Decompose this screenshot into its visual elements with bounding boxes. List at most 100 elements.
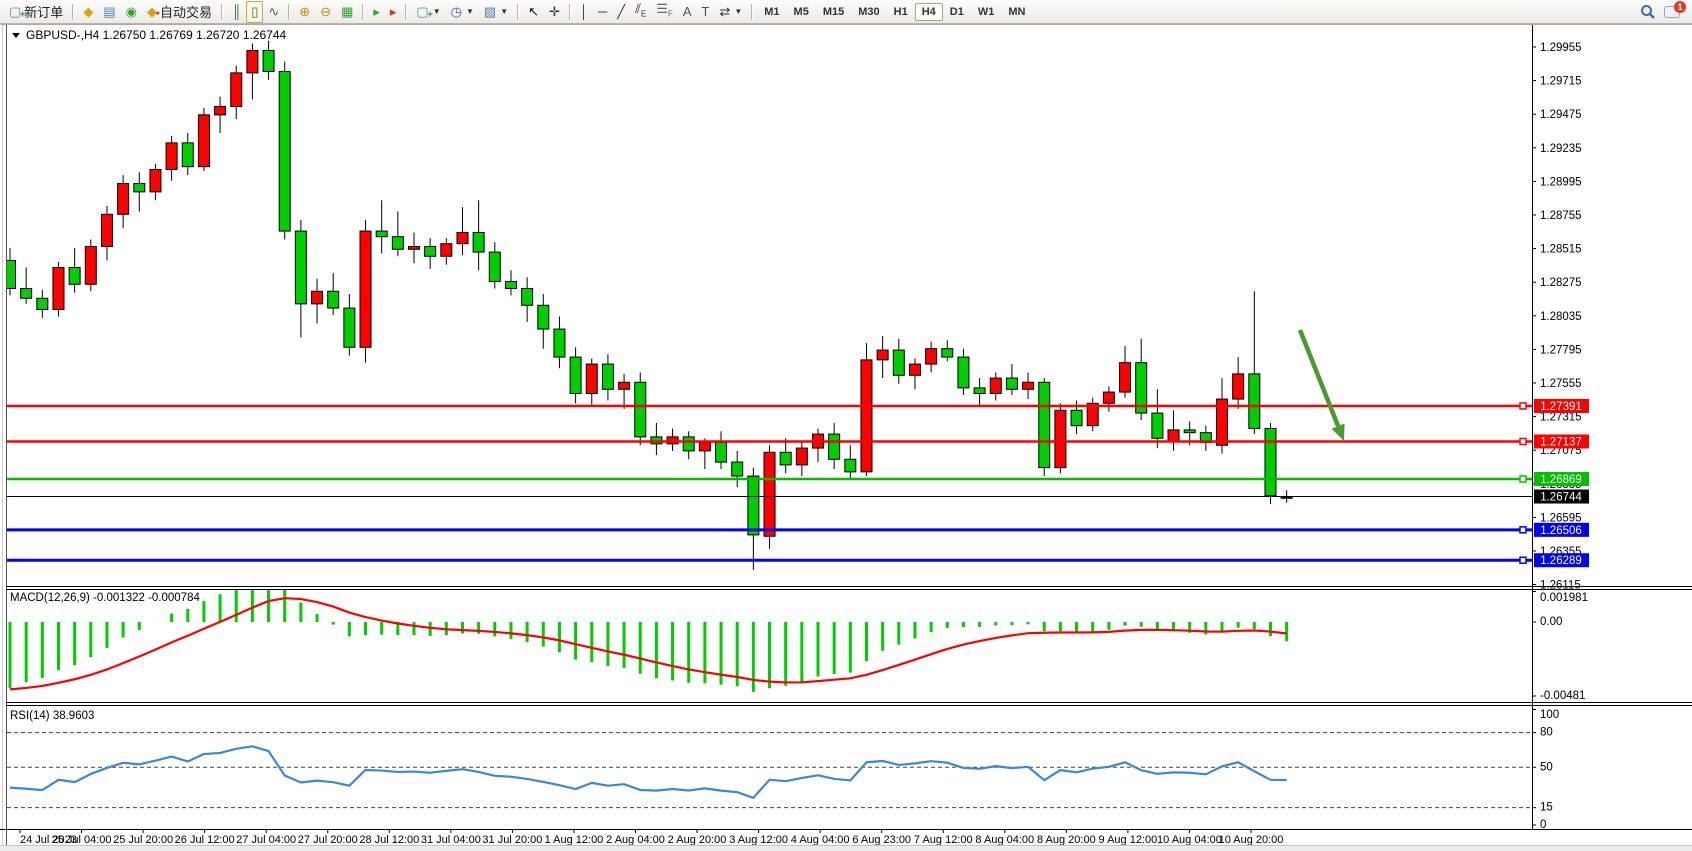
search-icon[interactable] [1640,4,1656,20]
candle-up [698,441,711,452]
rsi-axis-label: 50 [1540,761,1553,773]
candle-down [973,387,986,394]
price-badge-label: 1.27391 [1540,401,1582,413]
line-chart-button[interactable]: ∿ [263,1,284,23]
auto-trading-button[interactable]: ◆ ● 自动交易 [142,1,217,23]
macd-signal-line [9,597,1287,691]
candle-up [618,381,631,390]
candle-up [1280,496,1293,499]
fibonacci-button[interactable]: ☰F [651,1,678,23]
toolbar-group-timeframes: M1 M5 M15 M30 H1 H4 D1 W1 MN [757,1,1032,23]
timeframe-button-m1[interactable]: M1 [764,5,780,18]
toolbar-group-cursor: ↖ ✛ [523,1,565,23]
hline-support-line-blue-2[interactable]: 1.26289 [7,553,1589,568]
vertical-line-button[interactable]: │ [575,1,593,23]
candle-down [521,287,534,306]
candle-up [1167,429,1180,442]
candle-down [343,307,356,348]
candle-up [230,72,243,107]
chart-dropdown-icon[interactable] [12,33,20,38]
toolbar-group-zoom: ⊕ ⊖ ▦ [294,1,358,23]
price-badge-label: 1.26869 [1540,474,1582,486]
candle-down [715,441,728,463]
new-order-button[interactable]: ▢ + 新订单 [4,1,68,23]
trendline-button[interactable]: ╱ [612,1,630,23]
candle-up [246,49,259,74]
price-badge [1534,553,1589,568]
candlestick-button[interactable]: ▯ [246,0,264,23]
chart-canvas[interactable]: 1.29955 1.29715 1.29475 1.29235 1.28995 1.287… [0,24,1692,851]
cursor-button[interactable]: ↖ [523,1,544,23]
time-tick-label: 2 Aug 20:00 [668,834,727,846]
arrow-annotation[interactable] [1297,329,1345,441]
candle-up [117,182,130,215]
time-tick-label: 10 Aug 20:00 [1219,834,1284,846]
timeframe-button-d1[interactable]: D1 [949,5,964,18]
period-menu[interactable]: ◷ ▼ [446,1,479,23]
candle-down [601,363,614,390]
hline-current-price-line[interactable]: 1.26744 [7,489,1589,504]
timeframe-button-mn[interactable]: MN [1008,5,1026,18]
macd-axis-label: 0.001981 [1540,592,1588,604]
rsi-axis-label: 15 [1540,802,1553,814]
market-watch-button[interactable]: ◆ [78,1,98,23]
new-chart-icon: ▢ + [416,4,433,19]
grid-button[interactable]: ▸ [385,1,402,23]
candle-up [763,451,776,537]
clock-icon: ◷ [450,4,462,19]
chevron-down-icon: ▼ [432,7,441,16]
macd-label: MACD(12,26,9) -0.001322 -0.000784 [10,592,200,604]
candle-up [311,290,324,305]
candle-up [908,363,921,376]
bar-chart-button[interactable]: ║ [227,1,246,23]
candle-up [1119,362,1132,393]
timeframe-button-h1[interactable]: H1 [893,5,908,18]
signals-button[interactable]: ◉ [121,1,142,23]
candle-down [327,290,340,309]
macd-axis-label: 0.00 [1540,616,1562,628]
time-tick-label: 8 Aug 20:00 [1037,834,1096,846]
auto-arrange-button[interactable]: ▸ [368,1,385,23]
timeframe-button-m30[interactable]: M30 [858,5,880,18]
candle-up [165,142,178,170]
tile-windows-button[interactable]: ▦ [336,1,358,23]
chart-play-icon: ▸ [373,4,380,19]
zoom-out-button[interactable]: ⊖ [315,1,336,23]
hline-support-line-blue-1[interactable]: 1.26506 [7,522,1589,537]
timeframe-button-w1[interactable]: W1 [977,5,995,18]
price-badge-label: 1.26744 [1540,492,1582,504]
candle-down [7,259,16,289]
chart-background [0,24,1692,851]
profile-menu[interactable]: ▨ ▼ [479,1,513,23]
timeframe-button-m15[interactable]: M15 [822,5,845,18]
candle-down [1183,429,1196,434]
crosshair-button[interactable]: ✛ [544,1,565,23]
auto-trading-button-label: 自动交易 [159,5,212,20]
notification-badge: 1 [1674,1,1686,13]
text-button[interactable]: A [678,1,697,23]
horizontal-line-button[interactable]: ─ [593,1,612,23]
price-badge [1534,398,1589,413]
toolbar-group-panels: ◆ ▤ ◉ ◆ ● 自动交易 [78,1,217,23]
signal-icon: ◉ [125,4,137,19]
hline-resistance-line-2[interactable]: 1.27137 [7,434,1589,449]
timeframe-button-h4[interactable]: H4 [914,2,943,21]
timeframe-button-m5[interactable]: M5 [793,5,809,18]
hline-support-line-green[interactable]: 1.26869 [7,472,1589,487]
channel-button[interactable]: ⫽E [630,1,651,23]
crosshair-icon: ✛ [549,4,560,19]
zoom-in-button[interactable]: ⊕ [294,1,315,23]
arrows-menu[interactable]: ⇄ ▼ [714,1,747,23]
candle-up [214,105,227,116]
candle-down [779,451,792,466]
text-label-button[interactable]: T [696,1,714,23]
new-chart-menu[interactable]: ▢ + ▼ [411,1,445,23]
hline-resistance-line-1[interactable]: 1.27391 [7,398,1589,413]
candle-down [391,236,404,250]
navigator-button[interactable]: ▤ [98,1,120,23]
price-tick-label: 1.26115 [1540,580,1581,592]
chat-icon[interactable]: 1 [1664,1,1686,19]
candle-up [1022,381,1035,390]
tile-windows-icon: ▦ [341,4,354,19]
